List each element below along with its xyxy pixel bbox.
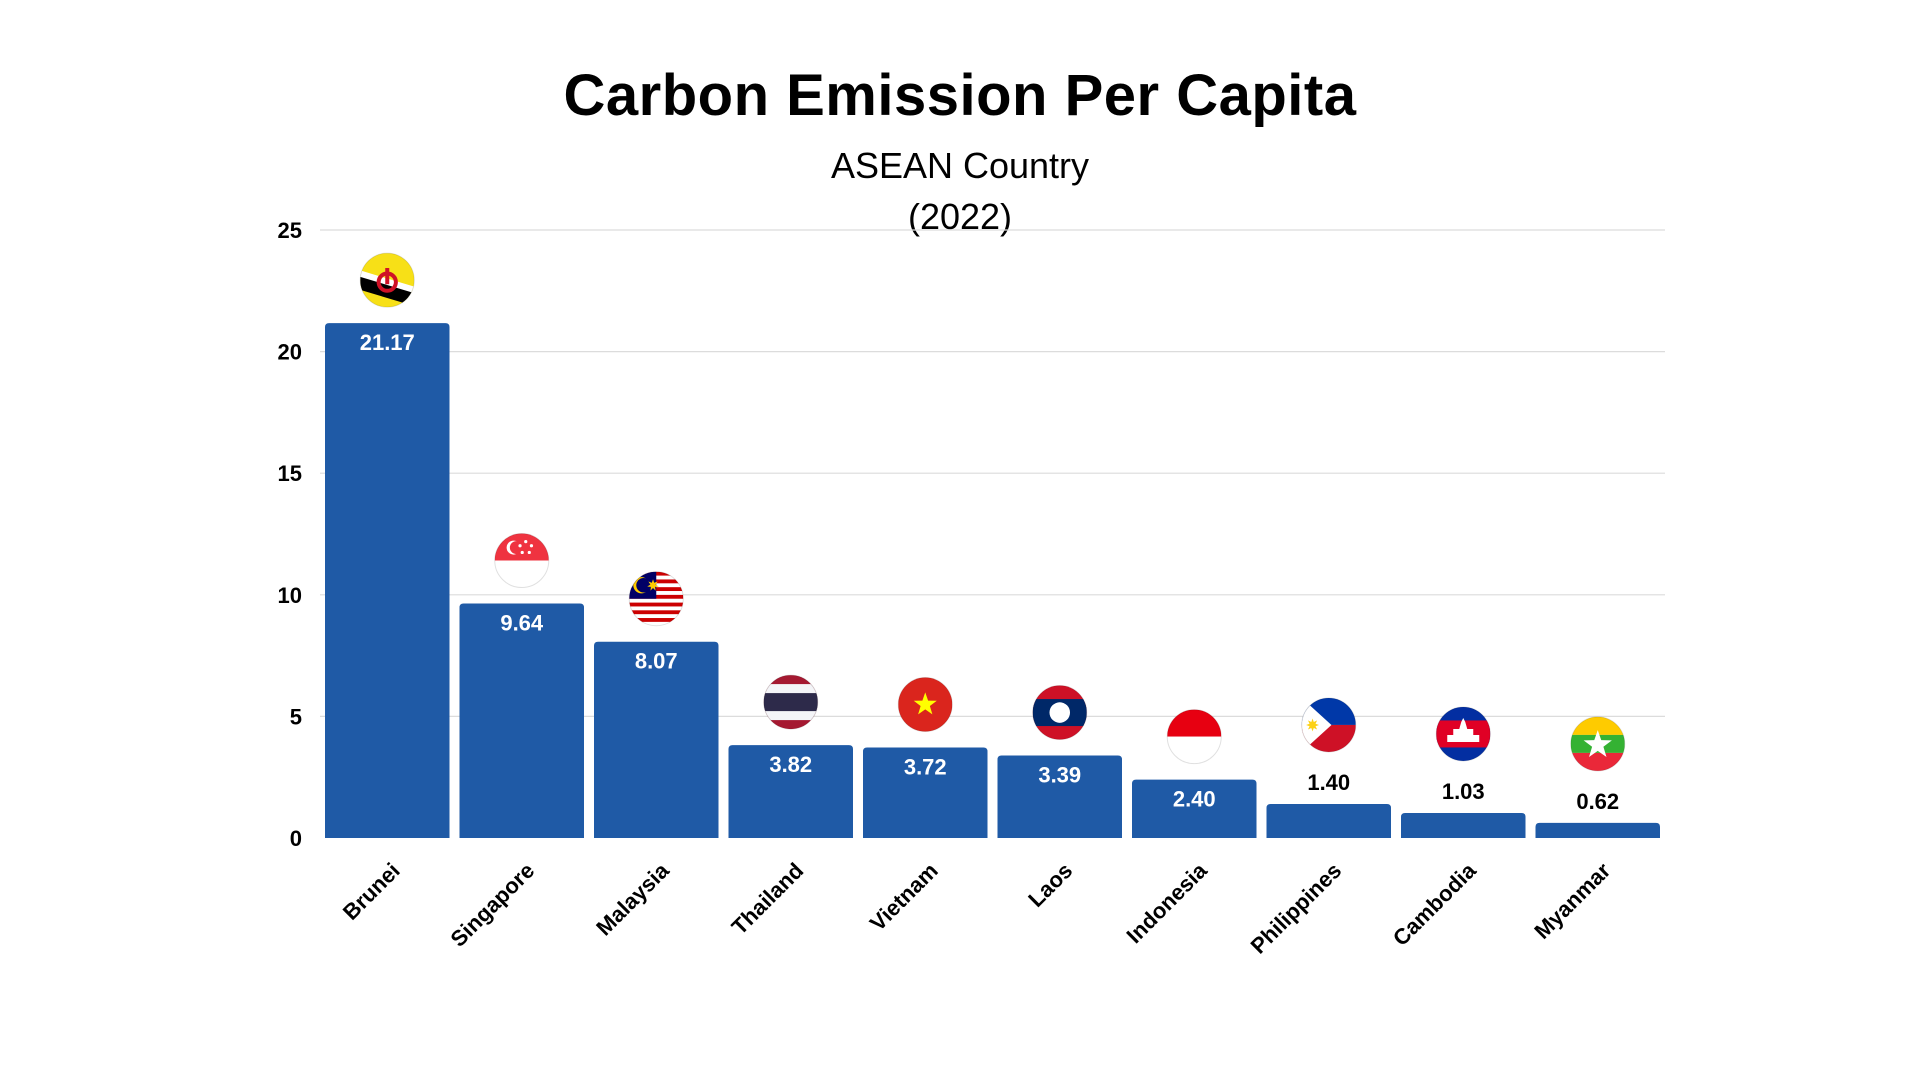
x-tick-label: Philippines	[1246, 858, 1347, 959]
thailand-flag-icon	[763, 674, 819, 730]
bar-laos	[997, 755, 1122, 838]
y-tick-label: 0	[290, 826, 302, 851]
y-tick-label: 25	[278, 218, 302, 243]
bar-myanmar	[1535, 822, 1660, 838]
chart-subtitle: ASEAN Country	[830, 145, 1090, 186]
data-label: 0.62	[1576, 789, 1619, 814]
x-axis: Brunei Singapore Malaysia Thailand Vietnam La…	[338, 857, 1616, 958]
data-label: 3.39	[1038, 763, 1081, 788]
bars	[325, 323, 1660, 838]
x-tick-label: Myanmar	[1529, 858, 1615, 944]
singapore-flag-icon	[494, 533, 550, 589]
malaysia-flag-icon	[628, 571, 684, 627]
x-tick-label: Malaysia	[591, 857, 674, 940]
data-label: 3.72	[904, 755, 947, 780]
data-label: 21.17	[360, 330, 415, 355]
x-tick-label: Indonesia	[1121, 857, 1212, 948]
vietnam-flag-icon	[897, 677, 953, 733]
bar-indonesia	[1132, 779, 1257, 838]
bar-singapore	[459, 603, 584, 838]
y-tick-label: 15	[278, 461, 302, 486]
data-label: 1.40	[1307, 770, 1350, 795]
gridlines	[320, 229, 1665, 718]
indonesia-flag-icon	[1166, 709, 1222, 765]
data-label: 2.40	[1173, 787, 1216, 812]
bar-philippines	[1266, 803, 1391, 838]
data-label: 1.03	[1442, 779, 1485, 804]
y-tick-label: 20	[278, 340, 302, 365]
x-tick-label: Laos	[1023, 858, 1077, 912]
bar-brunei	[325, 323, 450, 838]
x-tick-label: Thailand	[727, 858, 809, 940]
myanmar-flag-icon	[1570, 716, 1626, 772]
bar-cambodia	[1401, 812, 1526, 838]
x-tick-label: Vietnam	[865, 858, 943, 936]
x-tick-label: Brunei	[338, 858, 405, 925]
data-label: 9.64	[500, 611, 544, 636]
y-tick-label: 10	[278, 583, 302, 608]
x-tick-label: Cambodia	[1388, 857, 1481, 950]
cambodia-flag-icon	[1435, 706, 1491, 762]
brunei-flag-icon	[359, 252, 415, 308]
laos-flag-icon	[1032, 685, 1088, 741]
data-label: 8.07	[635, 649, 678, 674]
data-labels: 21.17 9.64 8.07 3.82 3.72 3.39 2.40 1.40 1.03 0.6…	[360, 330, 1619, 814]
bar-vietnam	[863, 747, 988, 838]
bar-malaysia	[594, 641, 719, 838]
data-label: 3.82	[769, 752, 812, 777]
y-tick-label: 5	[290, 704, 302, 729]
chart-title: Carbon Emission Per Capita	[563, 63, 1357, 128]
philippines-flag-icon	[1301, 697, 1357, 753]
x-tick-label: Singapore	[446, 858, 540, 952]
bar-thailand	[728, 745, 853, 838]
y-axis: 0 5 10 15 20 25	[278, 218, 302, 851]
